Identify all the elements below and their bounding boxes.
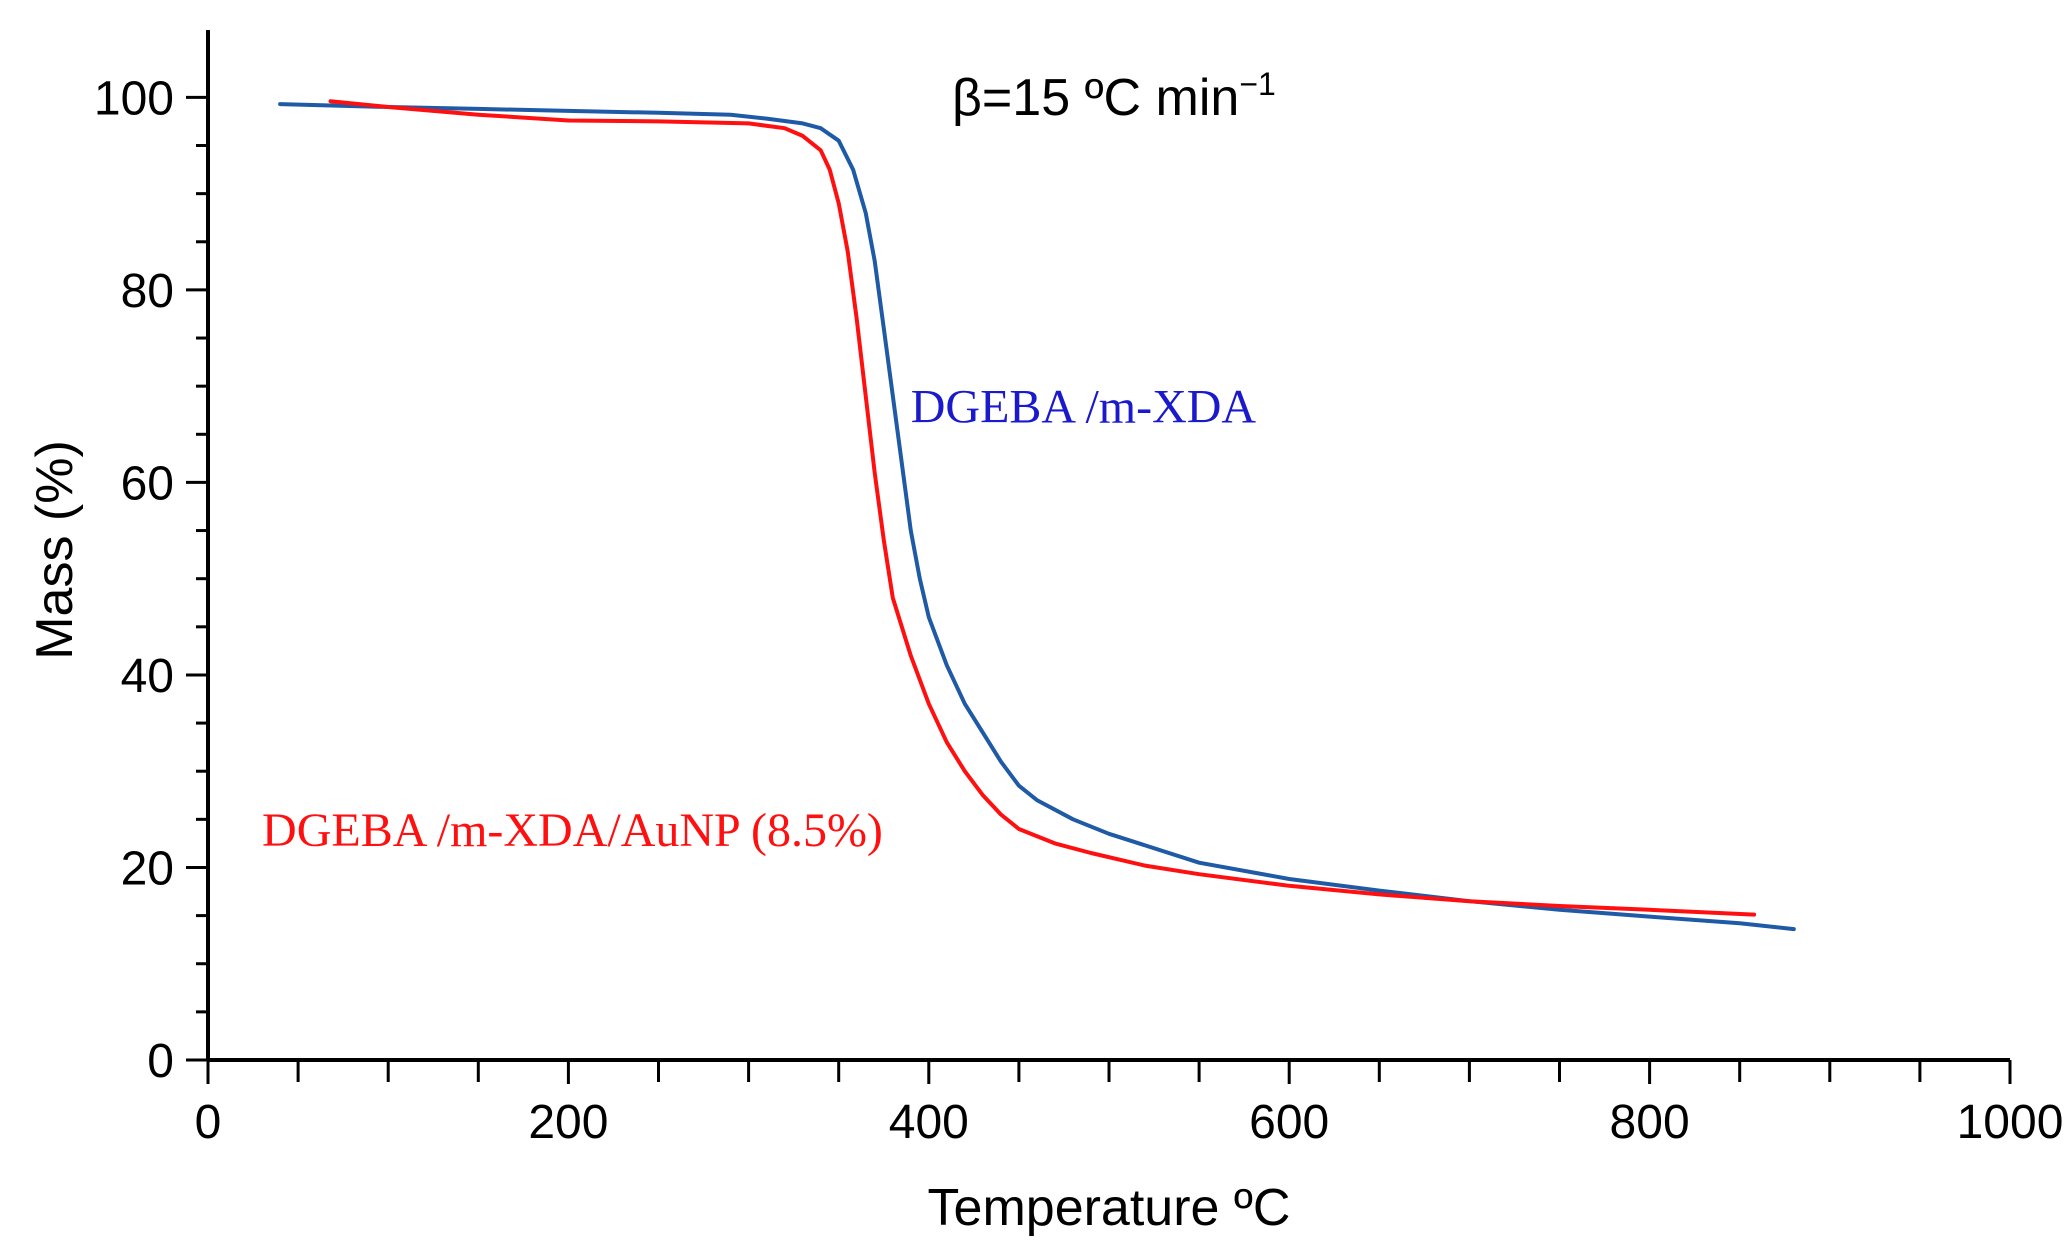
y-tick-label: 20 (121, 842, 174, 895)
labels: Temperature ºC Mass (%) β=15 ºC min−1 DGEBA… (26, 66, 1290, 1237)
series-line-2 (328, 99, 1757, 917)
y-tick-label: 60 (121, 457, 174, 510)
y-tick-label: 80 (121, 265, 174, 318)
heating-rate-annotation: β=15 ºC min−1 (952, 66, 1276, 127)
series (278, 99, 1796, 932)
x-tick-label: 1000 (1957, 1096, 2064, 1149)
y-tick-label: 40 (121, 650, 174, 703)
y-tick-label: 0 (147, 1035, 174, 1088)
y-tick-label: 100 (94, 72, 174, 125)
series-label-1: DGEBA /m-XDA (911, 380, 1257, 433)
heating-rate-text: β=15 ºC min (952, 69, 1239, 127)
y-axis-title: Mass (%) (26, 440, 84, 660)
x-tick-label: 200 (528, 1096, 608, 1149)
x-tick-label: 800 (1610, 1096, 1690, 1149)
series-line-1 (278, 102, 1796, 932)
x-tick-label: 400 (889, 1096, 969, 1149)
axes (206, 30, 2010, 1062)
x-axis-title: Temperature ºC (928, 1179, 1291, 1237)
x-tick-label: 600 (1249, 1096, 1329, 1149)
series-label-2: DGEBA /m-XDA/AuNP (8.5%) (262, 804, 883, 857)
x-tick-label: 0 (195, 1096, 222, 1149)
heating-rate-superscript: −1 (1239, 66, 1275, 102)
